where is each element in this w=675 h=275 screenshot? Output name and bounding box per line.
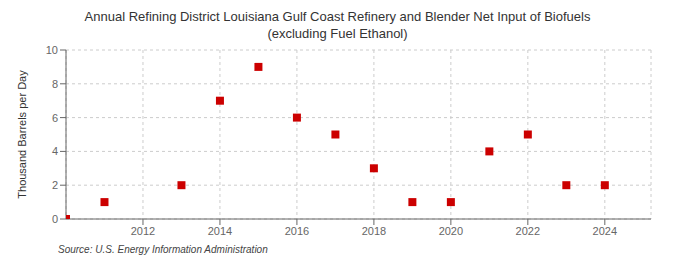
svg-text:2022: 2022	[516, 225, 540, 237]
html-text:(excluding Fuel Ethanol): (excluding Fuel Ethanol)	[267, 26, 408, 41]
svg-text:2024: 2024	[593, 225, 617, 237]
svg-text:2014: 2014	[208, 225, 232, 237]
svg-text:0: 0	[52, 213, 58, 225]
svg-text:8: 8	[52, 78, 58, 90]
svg-text:2018: 2018	[362, 225, 386, 237]
html-text:Annual Refining District Louis: Annual Refining District Louisiana Gulf …	[84, 9, 591, 24]
html-text:Source: U.S. Energy Informatio: Source: U.S. Energy Information Administ…	[58, 244, 268, 255]
svg-text:10: 10	[46, 44, 58, 56]
svg-text:2012: 2012	[131, 225, 155, 237]
svg-text:6: 6	[52, 112, 58, 124]
svg-text:2: 2	[52, 179, 58, 191]
svg-text:2016: 2016	[285, 225, 309, 237]
svg-text:Thousand Barrels per Day: Thousand Barrels per Day	[16, 70, 28, 199]
svg-text:2020: 2020	[439, 225, 463, 237]
svg-text:4: 4	[52, 145, 58, 157]
